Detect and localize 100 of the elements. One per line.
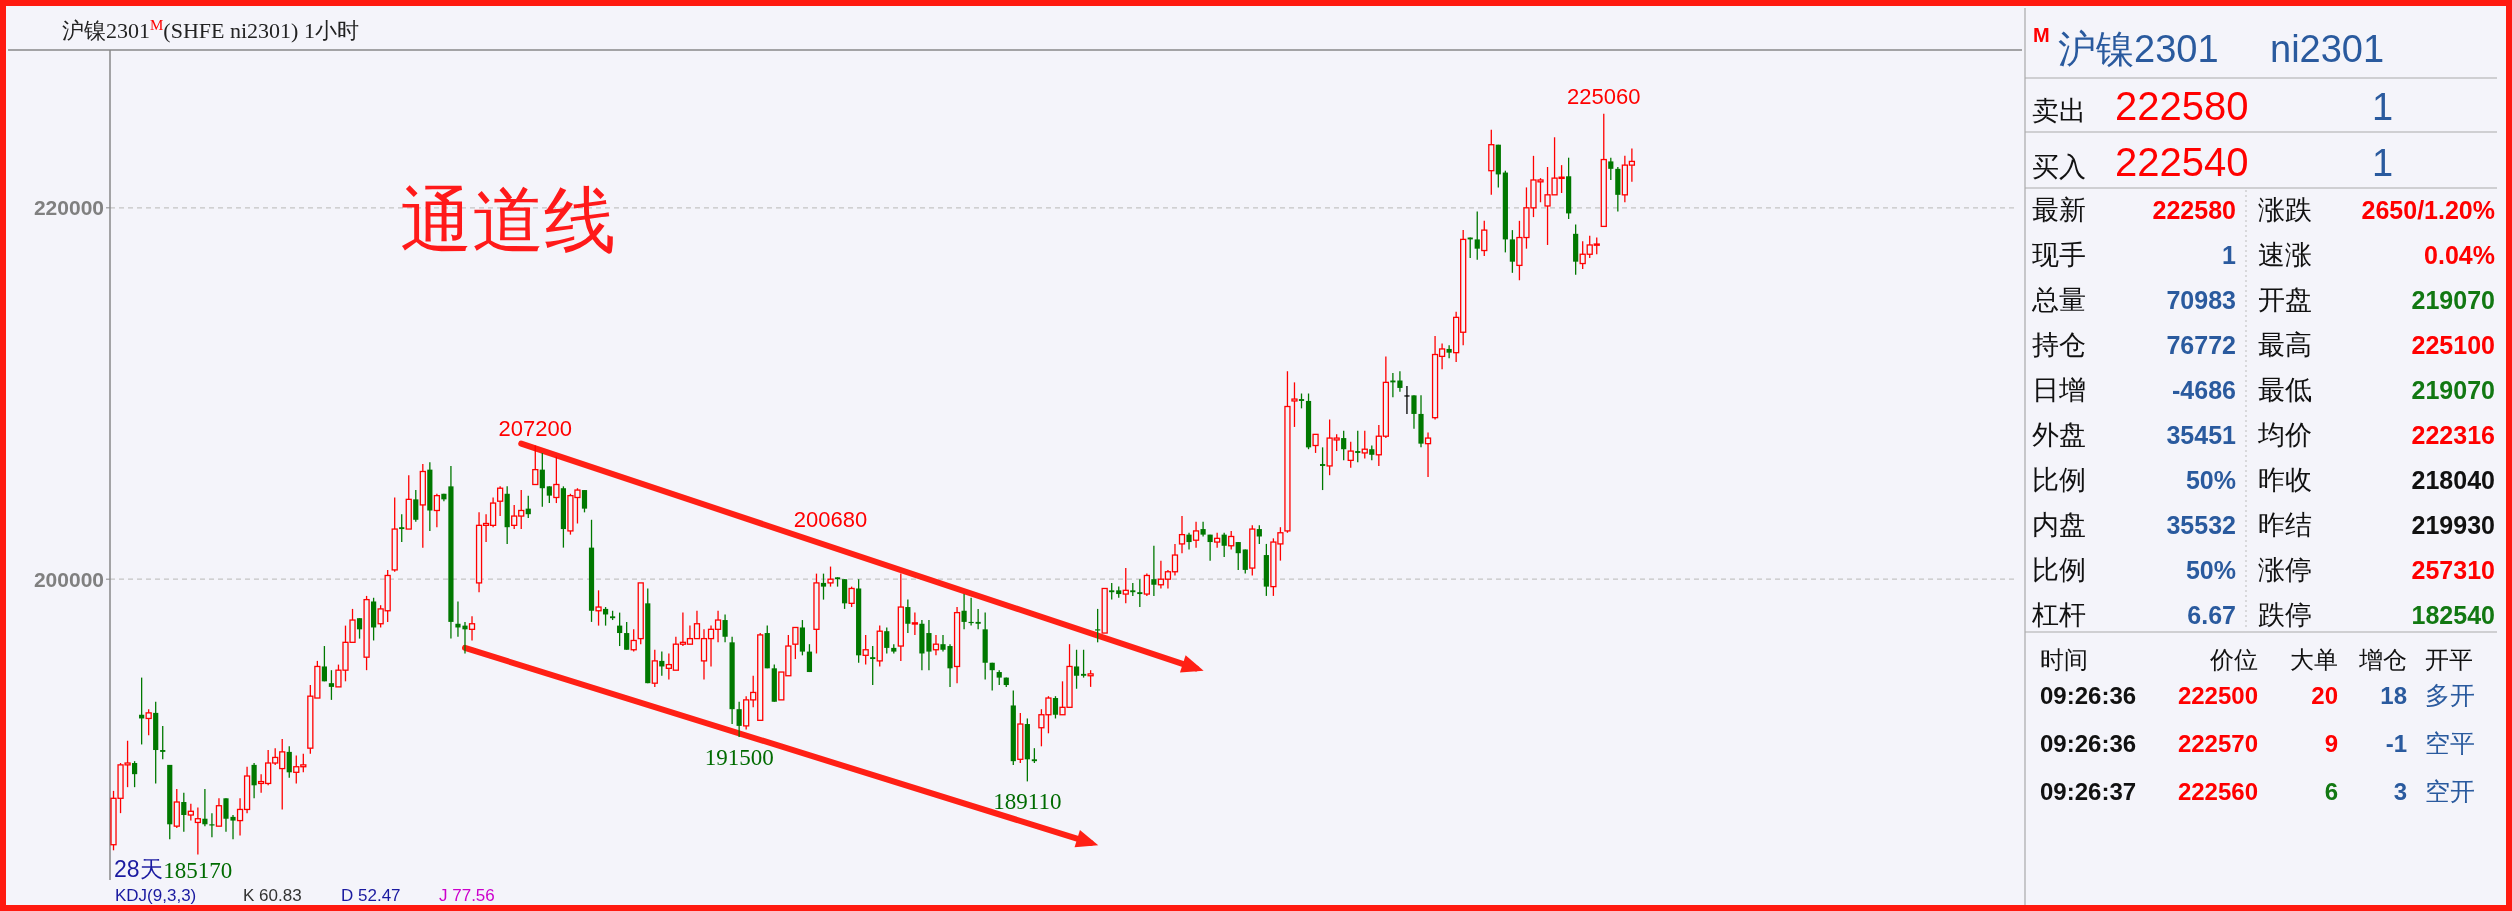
text: 杠杆 xyxy=(2031,600,2086,630)
text: 空平 xyxy=(2425,729,2475,757)
text: 增仓 xyxy=(2358,646,2407,673)
candlestick xyxy=(1608,157,1614,181)
candlestick xyxy=(286,745,292,779)
candlestick xyxy=(1397,370,1403,393)
text: 大单 xyxy=(2290,646,2338,673)
text: 外盘 xyxy=(2032,420,2086,450)
text: 卖出 xyxy=(2032,96,2086,126)
text: 09:26:36 xyxy=(2040,682,2137,709)
candlestick xyxy=(870,645,876,686)
candlestick xyxy=(1446,344,1452,359)
candlestick xyxy=(792,626,799,660)
candlestick xyxy=(532,444,539,486)
candlestick xyxy=(1411,394,1417,430)
candlestick xyxy=(975,608,981,630)
candlestick xyxy=(215,797,223,827)
text: 内盘 xyxy=(2032,510,2086,540)
text: 总量 xyxy=(2031,285,2086,315)
text: 20 xyxy=(2311,682,2338,709)
text: 比例 xyxy=(2032,465,2086,495)
candlestick xyxy=(905,598,911,634)
text: 222540 xyxy=(2115,140,2249,184)
candlestick xyxy=(617,611,623,647)
text: 219930 xyxy=(2411,511,2495,539)
candlestick xyxy=(132,760,138,788)
candlestick xyxy=(989,662,995,692)
text: 50% xyxy=(2185,466,2236,494)
y-tick-label: 200000 xyxy=(33,567,104,591)
candlestick xyxy=(630,628,637,653)
candlestick xyxy=(413,489,419,523)
candlestick xyxy=(145,708,152,736)
candlestick xyxy=(1404,385,1410,415)
candlestick xyxy=(433,493,441,528)
text: 6 xyxy=(2324,778,2338,805)
candlestick xyxy=(539,452,545,508)
text: 35451 xyxy=(2166,421,2237,449)
text: 沪镍2301 xyxy=(2058,28,2219,70)
text: 76772 xyxy=(2166,331,2236,359)
candlestick xyxy=(827,565,834,588)
candlestick xyxy=(1355,430,1361,463)
text: KDJ(9,3,3) xyxy=(115,886,197,905)
candlestick xyxy=(1207,533,1213,562)
annotation: 200680 xyxy=(793,507,868,533)
text: 1 xyxy=(2372,86,2394,128)
text: 18 xyxy=(2380,682,2407,709)
text: 6.67 xyxy=(2187,601,2236,629)
candlestick xyxy=(1214,532,1221,549)
candlestick xyxy=(1312,433,1319,454)
text: D 52.47 xyxy=(341,886,401,905)
candlestick xyxy=(1073,649,1080,690)
candlestick xyxy=(1509,229,1515,274)
text: 均价 xyxy=(2257,420,2312,450)
candlestick xyxy=(624,621,630,651)
text: 跌停 xyxy=(2258,600,2312,630)
candlestick xyxy=(651,649,658,688)
text: 35532 xyxy=(2166,511,2236,539)
candlestick xyxy=(595,589,602,627)
candlestick xyxy=(1192,520,1200,549)
candlestick xyxy=(1178,515,1186,554)
text: 速涨 xyxy=(2258,240,2312,270)
text: 50% xyxy=(2185,556,2236,584)
text: 222570 xyxy=(2177,730,2258,757)
candlestick xyxy=(1080,649,1087,679)
candlestick xyxy=(911,611,919,636)
candlestick xyxy=(1052,695,1059,720)
candlestick xyxy=(1291,381,1298,428)
text: 3 xyxy=(2393,778,2407,805)
text: J 77.56 xyxy=(439,886,495,905)
annotation: 191500 xyxy=(704,745,774,771)
annotation: 185170 xyxy=(163,858,233,883)
text: -4686 xyxy=(2172,376,2236,404)
text: 218040 xyxy=(2411,466,2495,494)
candlestick xyxy=(1228,530,1235,551)
candlestick xyxy=(181,792,187,833)
annotation: 207200 xyxy=(498,415,572,441)
text: 182540 xyxy=(2411,601,2495,629)
text: 09:26:36 xyxy=(2040,730,2137,757)
text: 09:26:37 xyxy=(2040,778,2137,805)
candlestick xyxy=(862,634,869,666)
y-tick-label: 220000 xyxy=(33,196,104,220)
candlestick xyxy=(1319,446,1326,491)
text: 昨收 xyxy=(2258,465,2312,495)
text: 222580 xyxy=(2115,84,2249,128)
candlestick xyxy=(736,701,742,738)
candlestick xyxy=(1221,532,1227,558)
candlestick xyxy=(251,762,257,799)
candlestick xyxy=(806,643,813,673)
chart-title: 沪镍2301$^{M}$(SHFE ni2301) 1小时 xyxy=(62,17,359,43)
candlestick xyxy=(1137,578,1143,608)
text: 日增 xyxy=(2032,375,2086,405)
candlestick xyxy=(1481,220,1488,257)
candlestick xyxy=(581,489,588,513)
text: 0.04% xyxy=(2424,241,2495,269)
text: 222580 xyxy=(2152,196,2236,224)
candlestick xyxy=(209,812,215,838)
candlestick xyxy=(1424,431,1432,478)
text: 买入 xyxy=(2032,152,2086,182)
candlestick xyxy=(468,615,476,642)
text: 多开 xyxy=(2425,681,2475,709)
